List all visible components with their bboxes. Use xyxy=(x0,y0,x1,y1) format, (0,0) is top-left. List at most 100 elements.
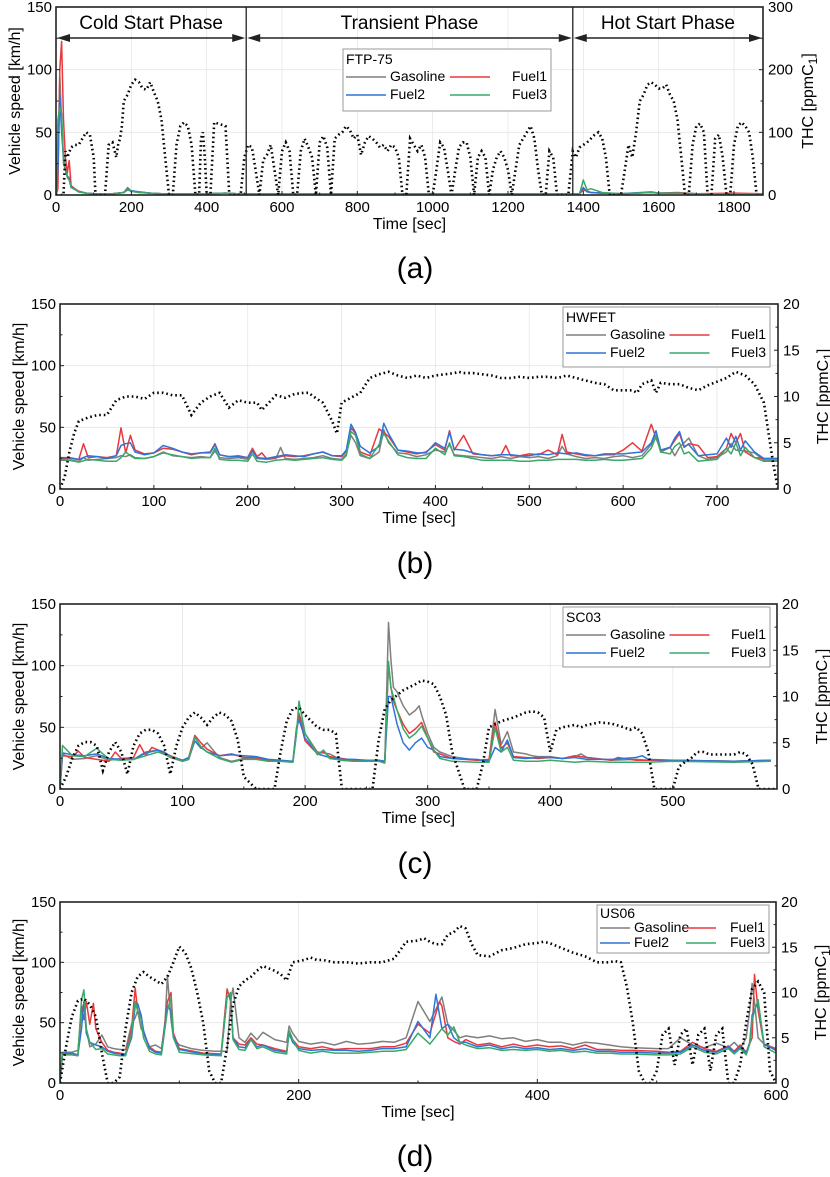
x-tick-label: 0 xyxy=(56,793,64,810)
y2-tick-label: 0 xyxy=(781,1075,789,1092)
x-tick-label: 100 xyxy=(170,793,195,810)
y2-tick-label: 5 xyxy=(781,1030,789,1047)
y2-axis-label-subscript: 1 xyxy=(820,653,830,660)
y-tick-label: 0 xyxy=(48,781,56,798)
y2-tick-label: 10 xyxy=(781,985,798,1002)
phase-arrow-head-right xyxy=(232,34,246,42)
y2-tick-label: 15 xyxy=(782,642,799,659)
x-axis-label: Time [sec] xyxy=(373,216,446,233)
legend-title: HWFET xyxy=(566,309,616,325)
series-line-fuel1 xyxy=(60,973,776,1083)
y2-tick-label: 0 xyxy=(783,481,791,498)
y2-axis-label-main: THC [ppmC xyxy=(815,360,830,444)
legend-label-fuel2: Fuel2 xyxy=(390,86,425,102)
phase-arrow-head-right xyxy=(558,34,572,42)
y2-axis-label-end: ] xyxy=(813,945,830,949)
legend: SC03 Gasoline Fuel1 Fuel2 Fuel3 xyxy=(562,606,771,668)
plot-area xyxy=(60,621,777,789)
y-tick-label: 50 xyxy=(39,419,56,436)
x-tick-label: 200 xyxy=(119,199,144,216)
y2-tick-label: 5 xyxy=(783,435,791,452)
x-tick-label: 0 xyxy=(56,493,64,510)
legend-label-fuel2: Fuel2 xyxy=(610,344,645,360)
y2-axis-label-subscript: 1 xyxy=(821,353,830,360)
y-axis-label: Vehicle speed [km/h] xyxy=(11,919,28,1067)
x-tick-label: 200 xyxy=(293,793,318,810)
legend-box xyxy=(562,606,771,668)
legend-title: SC03 xyxy=(566,609,601,625)
x-tick-label: 400 xyxy=(525,1087,550,1104)
phase-label: Cold Start Phase xyxy=(79,13,223,34)
legend-label-fuel2: Fuel2 xyxy=(634,934,669,950)
y-tick-label: 50 xyxy=(39,1015,56,1032)
x-tick-label: 300 xyxy=(329,493,354,510)
legend-label-fuel1: Fuel1 xyxy=(731,326,766,342)
x-axis-label: Time [sec] xyxy=(381,1104,454,1121)
legend-label-fuel1: Fuel1 xyxy=(730,919,765,935)
y-tick-label: 0 xyxy=(44,187,52,204)
y2-axis-label-end: ] xyxy=(815,349,830,353)
x-tick-label: 600 xyxy=(611,493,636,510)
y-tick-label: 100 xyxy=(31,658,56,675)
y2-tick-label: 10 xyxy=(783,389,800,406)
plot-area xyxy=(60,370,778,489)
y2-axis-label: THC [ppmC1] xyxy=(814,649,830,745)
x-tick-label: 1800 xyxy=(717,199,750,216)
y2-tick-label: 15 xyxy=(783,342,800,359)
x-tick-label: 500 xyxy=(517,493,542,510)
chart-panel-a: 0 200 400 600 800 1000 1200 1400 1600 18000501001… xyxy=(7,0,820,285)
series-line-fuel3 xyxy=(60,430,778,463)
y2-axis-label-subscript: 1 xyxy=(806,57,820,64)
x-tick-label: 100 xyxy=(141,493,166,510)
y-tick-label: 150 xyxy=(31,894,56,911)
y-tick-label: 150 xyxy=(31,596,56,613)
panel-caption: (d) xyxy=(397,1140,434,1173)
phase-arrow-head-left xyxy=(57,34,70,42)
y2-axis-label-main: THC [ppmC xyxy=(814,660,830,744)
x-tick-label: 600 xyxy=(763,1087,788,1104)
y-axis-label: Vehicle speed [km/h] xyxy=(11,323,28,471)
legend-label-gasoline: Gasoline xyxy=(390,68,445,84)
x-tick-label: 200 xyxy=(286,1087,311,1104)
panel-caption: (b) xyxy=(397,547,434,580)
y2-tick-label: 15 xyxy=(781,939,798,956)
y2-axis-label-subscript: 1 xyxy=(819,949,830,956)
y-tick-label: 50 xyxy=(35,124,52,141)
y2-tick-label: 20 xyxy=(783,296,800,313)
phase-arrow-head-left xyxy=(573,34,587,42)
chart-panel-c: 0 100 200 300 400 500 0 50 100 150 0 5 10 15 20 Time [s… xyxy=(11,596,830,880)
x-tick-label: 700 xyxy=(704,493,729,510)
legend-label-fuel2: Fuel2 xyxy=(610,644,645,660)
x-tick-label: 400 xyxy=(538,793,563,810)
legend-box xyxy=(342,48,552,112)
y2-tick-label: 100 xyxy=(768,124,793,141)
y-tick-label: 100 xyxy=(31,954,56,971)
x-tick-label: 500 xyxy=(660,793,685,810)
legend-title: FTP-75 xyxy=(346,51,393,67)
phase-arrow-head-right xyxy=(749,34,762,42)
legend-label-gasoline: Gasoline xyxy=(610,626,665,642)
panel-caption: (a) xyxy=(397,252,434,285)
x-axis-label: Time [sec] xyxy=(382,810,455,827)
x-tick-label: 1200 xyxy=(491,199,524,216)
series-line-fuel2 xyxy=(60,422,778,461)
plot-area xyxy=(60,924,776,1083)
chart-panel-b: 0 100 200 300 400 500 600 700 0 50 100 150 0 5 10 15 20 T… xyxy=(11,296,830,580)
y2-axis-label: THC [ppmC1] xyxy=(813,945,830,1041)
speed-line xyxy=(60,924,776,1083)
y2-tick-label: 200 xyxy=(768,62,793,79)
y2-axis-label-end: ] xyxy=(800,53,817,57)
speed-line xyxy=(60,370,778,489)
y-axis-label: Vehicle speed [km/h] xyxy=(11,623,28,771)
y2-tick-label: 20 xyxy=(782,596,799,613)
speed-line xyxy=(60,679,777,789)
series-line-gasoline xyxy=(60,429,778,463)
y2-axis-label-main: THC [ppmC xyxy=(800,64,817,148)
legend-box xyxy=(562,306,771,368)
panel-caption: (c) xyxy=(398,847,433,880)
legend-box xyxy=(596,904,770,954)
legend-label-gasoline: Gasoline xyxy=(610,326,665,342)
